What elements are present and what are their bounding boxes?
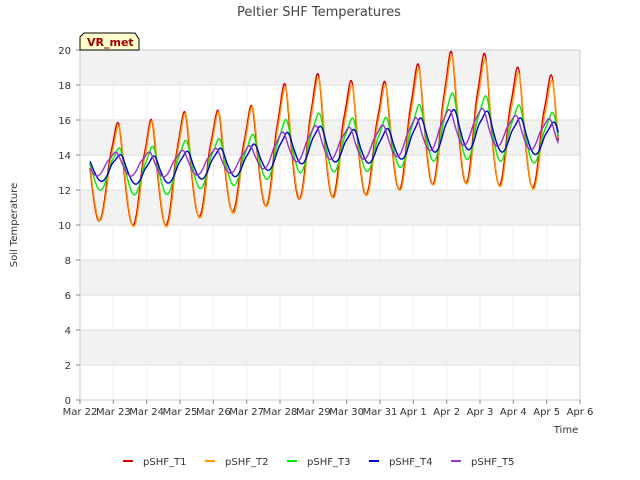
legend: pSHF_T1 pSHF_T2 pSHF_T3 pSHF_T4 pSHF_T5 xyxy=(123,457,514,468)
legend-label: pSHF_T3 xyxy=(307,457,350,468)
y-tick-label: 4 xyxy=(65,326,71,337)
badge: VR_met xyxy=(79,32,140,51)
grid-band xyxy=(80,50,580,85)
y-tick-label: 2 xyxy=(65,361,71,372)
y-tick-label: 6 xyxy=(65,291,71,302)
grid-band xyxy=(80,120,580,155)
grid-band xyxy=(80,365,580,400)
grid-band xyxy=(80,85,580,120)
y-tick-label: 8 xyxy=(65,256,71,267)
y-tick-label: 20 xyxy=(58,46,71,57)
legend-label: pSHF_T1 xyxy=(143,457,186,468)
x-tick-label: Mar 26 xyxy=(196,407,231,418)
chart-title: Peltier SHF Temperatures xyxy=(237,5,401,20)
x-tick-label: Apr 1 xyxy=(400,407,427,418)
x-tick-label: Mar 22 xyxy=(63,407,98,418)
x-tick-label: Apr 4 xyxy=(500,407,527,418)
x-tick-label: Mar 24 xyxy=(129,407,164,418)
x-tick-label: Apr 3 xyxy=(467,407,494,418)
series-line-pSHF_T5 xyxy=(89,107,559,178)
legend-label: pSHF_T4 xyxy=(389,457,432,468)
grid-band xyxy=(80,330,580,365)
x-tick-label: Apr 6 xyxy=(567,407,594,418)
badge-label: VR_met xyxy=(87,36,134,49)
x-tick-label: Mar 27 xyxy=(229,407,264,418)
grid-band xyxy=(80,260,580,295)
y-tick-label: 14 xyxy=(58,151,71,162)
x-tick-label: Mar 29 xyxy=(296,407,331,418)
y-tick-label: 0 xyxy=(65,396,71,407)
x-tick-label: Apr 2 xyxy=(433,407,460,418)
y-tick-label: 16 xyxy=(58,116,71,127)
x-tick-label: Mar 28 xyxy=(263,407,298,418)
badge-shape xyxy=(79,32,140,51)
grid-band xyxy=(80,190,580,225)
grid-band xyxy=(80,225,580,260)
y-tick-label: 12 xyxy=(58,186,71,197)
plot-background-bands xyxy=(80,50,580,400)
y-axis: 0 2 4 6 8 10 12 14 16 18 20 xyxy=(58,46,80,407)
legend-label: pSHF_T2 xyxy=(225,457,268,468)
x-tick-label: Mar 31 xyxy=(363,407,398,418)
series-lines xyxy=(89,50,559,228)
x-tick-label: Mar 25 xyxy=(163,407,198,418)
x-tick-label: Mar 23 xyxy=(96,407,131,418)
series-line-pSHF_T4 xyxy=(89,108,559,185)
legend-label: pSHF_T5 xyxy=(471,457,514,468)
x-tick-label: Apr 5 xyxy=(533,407,560,418)
y-tick-label: 10 xyxy=(58,221,71,232)
grid-band xyxy=(80,295,580,330)
y-tick-label: 18 xyxy=(58,81,71,92)
x-axis-label: Time xyxy=(553,425,578,436)
x-tick-label: Mar 30 xyxy=(329,407,364,418)
y-axis-label: Soil Temperature xyxy=(9,183,20,268)
